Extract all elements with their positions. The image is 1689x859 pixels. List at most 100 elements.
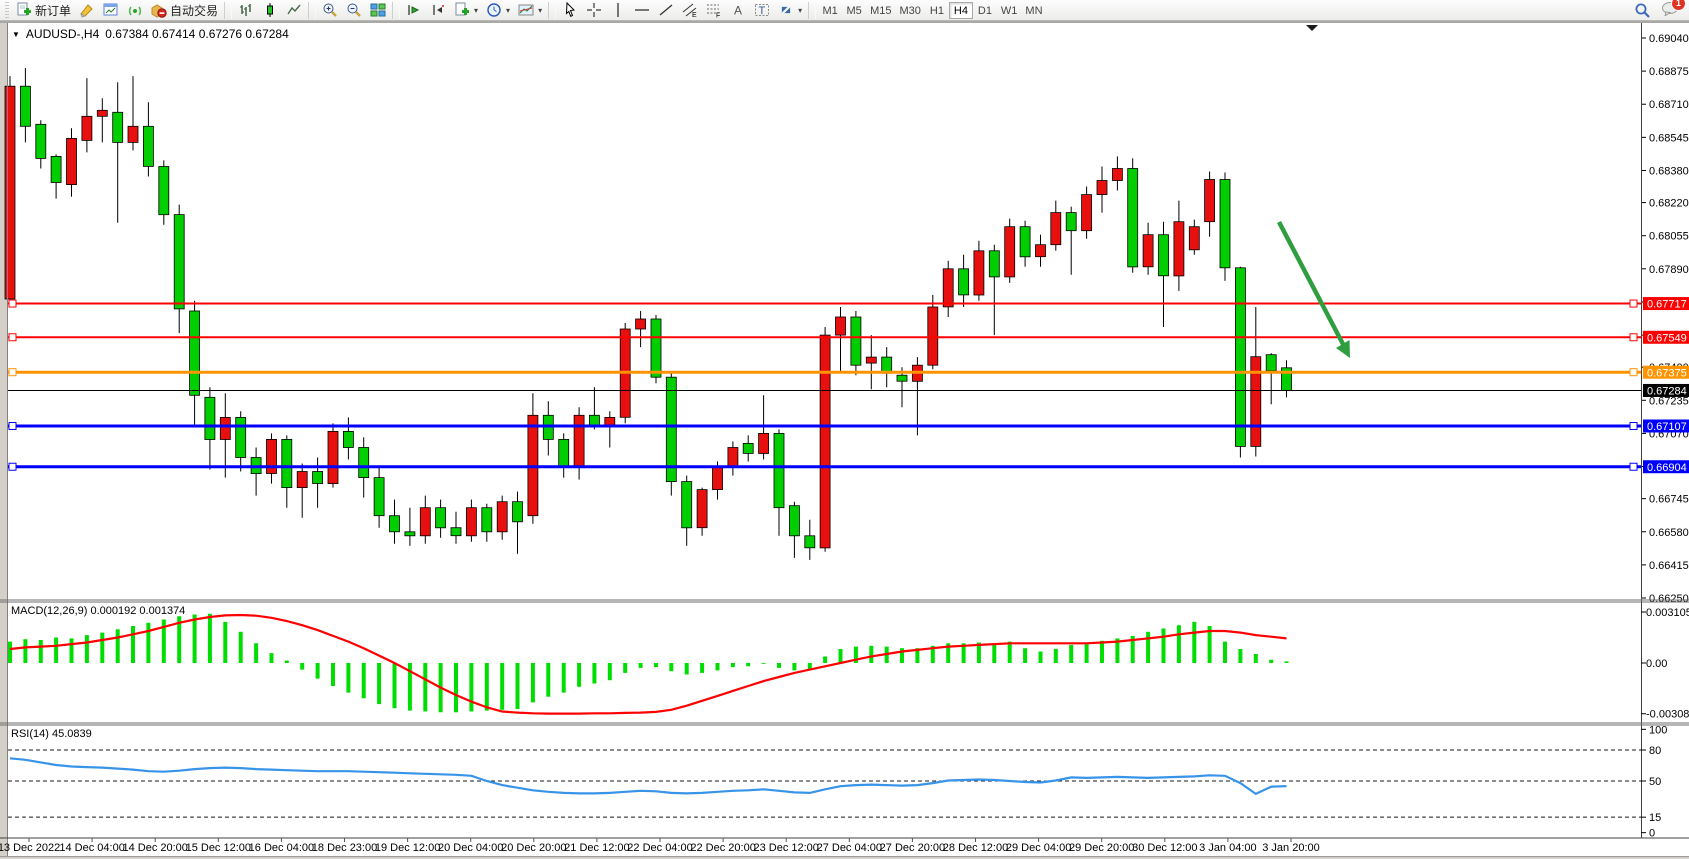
svg-text:A: A: [734, 4, 742, 18]
crosshair-button[interactable]: [582, 1, 606, 20]
timeframe-m1-button[interactable]: M1: [818, 2, 842, 19]
candle: [1158, 234, 1169, 277]
macd-scale-label: -0.003089: [1646, 709, 1689, 721]
cursor-icon: [566, 2, 576, 17]
trendline-button[interactable]: [654, 1, 678, 20]
price-tick-label: 0.68380: [1649, 165, 1689, 177]
macd-values: 0.000192 0.001374: [90, 605, 186, 617]
zoom-out-button[interactable]: [342, 1, 366, 20]
candle: [1173, 221, 1185, 277]
timeframe-m15-button[interactable]: M15: [866, 2, 895, 19]
auto-trading-button[interactable]: 自动交易: [147, 1, 222, 20]
timeframe-m5-button[interactable]: M5: [842, 2, 866, 19]
arrows-icon: [781, 6, 791, 14]
fibonacci-button[interactable]: F: [702, 1, 726, 20]
hline-handle[interactable]: [8, 421, 17, 430]
periods-dropdown-button[interactable]: ▾: [482, 1, 514, 20]
chart-shift-button[interactable]: [426, 1, 450, 20]
candle: [373, 477, 385, 517]
price-axis[interactable]: [1642, 23, 1689, 856]
search-button[interactable]: [1630, 1, 1655, 20]
timeframe-h4-button[interactable]: H4: [948, 2, 973, 20]
price-label-text: 0.67549: [1647, 332, 1687, 344]
search-icon: [1635, 3, 1650, 18]
candle: [573, 414, 585, 468]
templates-dropdown-button[interactable]: ▾: [514, 1, 546, 20]
clock-icon: [487, 3, 501, 17]
horizontal-line-button[interactable]: [630, 1, 654, 20]
timeframe-mn-button[interactable]: MN: [1021, 2, 1046, 19]
new-chart-button[interactable]: [99, 1, 123, 20]
arrows-dropdown-button[interactable]: ▾: [774, 1, 806, 20]
new-order-button[interactable]: 新订单: [12, 1, 75, 20]
hline-handle[interactable]: [1629, 368, 1638, 377]
candle: [1235, 267, 1246, 447]
auto-scroll-button[interactable]: [402, 1, 426, 20]
time-axis-label: 14 Dec 04:00: [59, 842, 124, 854]
timeframe-w1-button[interactable]: W1: [997, 2, 1022, 19]
line-chart-button[interactable]: [282, 1, 306, 20]
new-chart-dropdown-button[interactable]: ▾: [450, 1, 482, 20]
timeframe-h1-button[interactable]: H1: [925, 2, 949, 19]
cursor-button[interactable]: [558, 1, 582, 20]
hline-handle[interactable]: [1629, 333, 1638, 342]
candle: [481, 507, 493, 533]
hline-handle[interactable]: [8, 333, 17, 342]
candle: [204, 396, 216, 440]
hline-handle[interactable]: [8, 299, 17, 308]
rsi-name: RSI(14): [11, 728, 49, 740]
bar-chart-button[interactable]: [234, 1, 258, 20]
svg-text:T: T: [759, 5, 766, 17]
candle: [235, 416, 247, 458]
toolbar-separator: [808, 1, 817, 19]
timeframe-m30-button[interactable]: M30: [896, 2, 925, 19]
chart-shift-marker[interactable]: [1306, 25, 1318, 31]
hline-handle[interactable]: [8, 368, 17, 377]
svg-text:E: E: [692, 12, 697, 18]
candle: [35, 123, 47, 159]
hline-handle[interactable]: [1629, 462, 1638, 471]
macd-name: MACD(12,26,9): [11, 605, 88, 617]
candlestick-chart-button[interactable]: [258, 1, 282, 20]
rsi-value: 45.0839: [51, 728, 92, 740]
crayon-icon: [80, 4, 93, 18]
rsi-scale-label: 0: [1649, 828, 1655, 840]
candle: [127, 125, 139, 143]
text-label-button[interactable]: T: [750, 1, 774, 20]
dropdown-caret-icon: ▾: [538, 5, 543, 15]
symbol-collapse-icon[interactable]: ▼: [12, 29, 20, 39]
candle: [758, 432, 769, 454]
zoom-in-button[interactable]: [318, 1, 342, 20]
equidistant-channel-button[interactable]: E: [678, 1, 702, 20]
candle: [589, 414, 600, 426]
price-label-text: 0.67375: [1647, 367, 1687, 379]
time-axis-label: 27 Dec 20:00: [880, 842, 945, 854]
signals-button[interactable]: [123, 1, 147, 20]
chat-button[interactable]: 1: [1661, 0, 1686, 21]
hline-handle[interactable]: [8, 462, 17, 471]
tile-windows-button[interactable]: [366, 1, 390, 20]
vertical-line-button[interactable]: [606, 1, 630, 20]
candle: [219, 416, 231, 440]
price-tick-label: 0.67235: [1649, 395, 1689, 407]
text-button[interactable]: A: [726, 1, 750, 20]
time-axis-label: 28 Dec 12:00: [943, 842, 1008, 854]
dropdown-caret-icon: ▾: [506, 5, 511, 15]
timeframe-d1-button[interactable]: D1: [973, 2, 997, 19]
time-axis-label: 15 Dec 12:00: [186, 842, 251, 854]
price-tick-label: 0.68220: [1649, 198, 1689, 210]
styles-button[interactable]: [75, 1, 99, 20]
annotation-arrow[interactable]: [1277, 220, 1346, 348]
vertical-line-icon: [617, 3, 619, 17]
candle: [173, 214, 185, 310]
annotation-arrow-head[interactable]: [1336, 340, 1350, 358]
horizontal-line-icon: [635, 9, 650, 11]
fibonacci-icon: F: [707, 4, 720, 18]
hline-handle[interactable]: [1629, 421, 1638, 430]
toolbar-grip[interactable]: [5, 2, 9, 18]
hline-handle[interactable]: [1629, 299, 1638, 308]
time-axis-label: 21 Dec 12:00: [564, 842, 629, 854]
candle: [112, 111, 124, 143]
candle: [819, 334, 831, 549]
